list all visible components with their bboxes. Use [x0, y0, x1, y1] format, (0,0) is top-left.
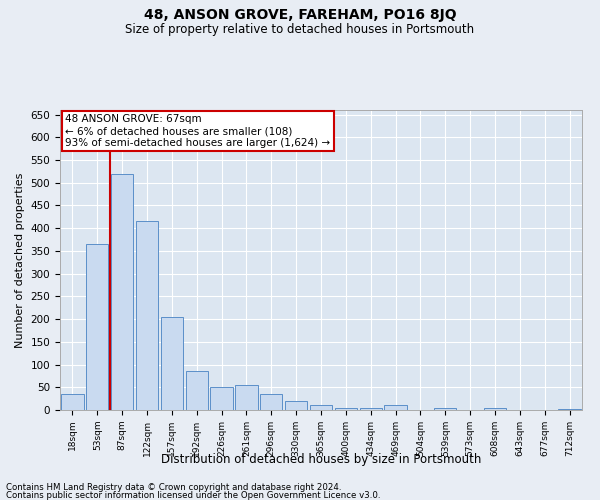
Bar	[235, 385, 257, 410]
Bar	[61, 394, 83, 410]
Bar	[161, 317, 183, 410]
Bar	[185, 372, 208, 410]
Bar	[434, 408, 457, 410]
Text: 48, ANSON GROVE, FAREHAM, PO16 8JQ: 48, ANSON GROVE, FAREHAM, PO16 8JQ	[143, 8, 457, 22]
Y-axis label: Number of detached properties: Number of detached properties	[15, 172, 25, 348]
Text: Contains HM Land Registry data © Crown copyright and database right 2024.: Contains HM Land Registry data © Crown c…	[6, 482, 341, 492]
Bar	[111, 174, 133, 410]
Bar	[559, 408, 581, 410]
Bar	[136, 222, 158, 410]
Bar	[484, 408, 506, 410]
Bar	[385, 406, 407, 410]
Text: Size of property relative to detached houses in Portsmouth: Size of property relative to detached ho…	[125, 22, 475, 36]
Text: Distribution of detached houses by size in Portsmouth: Distribution of detached houses by size …	[161, 452, 481, 466]
Text: Contains public sector information licensed under the Open Government Licence v3: Contains public sector information licen…	[6, 491, 380, 500]
Text: 48 ANSON GROVE: 67sqm
← 6% of detached houses are smaller (108)
93% of semi-deta: 48 ANSON GROVE: 67sqm ← 6% of detached h…	[65, 114, 331, 148]
Bar	[359, 408, 382, 410]
Bar	[260, 394, 283, 410]
Bar	[335, 408, 357, 410]
Bar	[86, 244, 109, 410]
Bar	[310, 406, 332, 410]
Bar	[285, 401, 307, 410]
Bar	[211, 388, 233, 410]
